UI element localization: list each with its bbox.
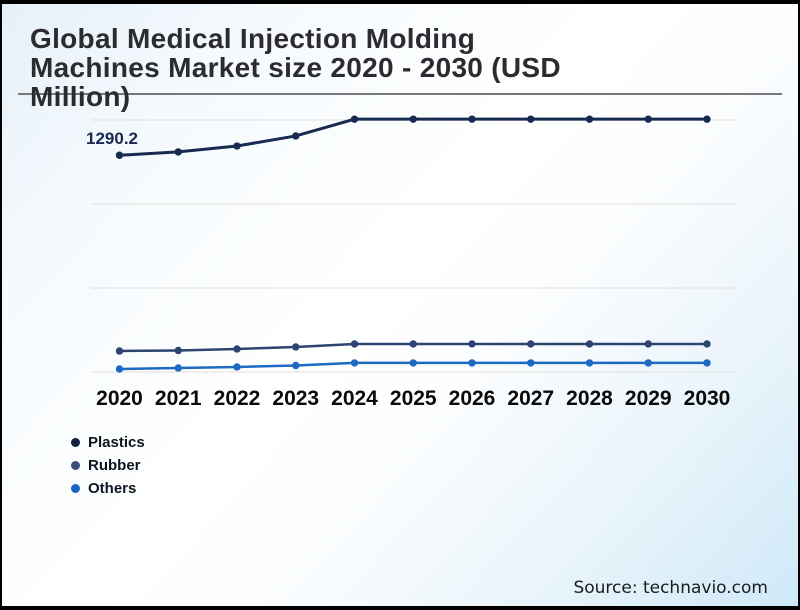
data-point-plastics-2025 xyxy=(409,115,417,123)
chart-legend: Plastics Rubber Others xyxy=(71,434,145,497)
x-axis-label-2027: 2027 xyxy=(507,387,554,410)
plastics-dot-icon xyxy=(71,438,80,447)
data-point-plastics-2026 xyxy=(468,115,476,123)
data-point-rubber-2028 xyxy=(585,340,594,348)
data-point-rubber-2030 xyxy=(703,340,711,348)
data-point-others-2026 xyxy=(468,359,476,367)
others-dot-icon xyxy=(71,484,80,493)
x-axis-label-2029: 2029 xyxy=(625,387,672,410)
data-point-plastics-2029 xyxy=(644,115,652,123)
data-point-rubber-2026 xyxy=(468,340,476,348)
legend-label-others: Others xyxy=(88,480,137,497)
data-point-plastics-2027 xyxy=(527,115,535,123)
data-point-others-2021 xyxy=(174,364,182,372)
rubber-dot-icon xyxy=(71,461,80,470)
data-point-others-2027 xyxy=(527,359,535,367)
x-axis-label-2024: 2024 xyxy=(331,387,378,410)
data-point-plastics-2020 xyxy=(115,151,124,159)
chart-title: Global Medical Injection Molding Machine… xyxy=(30,24,730,111)
data-point-rubber-2020 xyxy=(115,347,124,355)
legend-label-plastics: Plastics xyxy=(88,434,145,451)
data-point-plastics-2021 xyxy=(174,148,182,156)
data-label-plastics-2020: 1290.2 xyxy=(86,129,138,148)
chart-title-line-3: Million) xyxy=(30,81,131,112)
data-point-rubber-2023 xyxy=(292,343,300,351)
data-point-rubber-2025 xyxy=(409,340,417,348)
legend-item-others: Others xyxy=(71,480,145,497)
data-point-rubber-2029 xyxy=(644,340,652,348)
x-axis-label-2021: 2021 xyxy=(155,387,202,410)
data-point-rubber-2027 xyxy=(527,340,535,348)
chart-title-line-1: Global Medical Injection Molding xyxy=(30,23,476,54)
legend-label-rubber: Rubber xyxy=(88,457,141,474)
x-axis-label-2025: 2025 xyxy=(390,387,437,410)
data-point-others-2030 xyxy=(703,359,711,367)
data-point-plastics-2022 xyxy=(233,142,241,150)
data-point-others-2028 xyxy=(585,359,594,367)
x-axis-label-2020: 2020 xyxy=(96,387,143,410)
data-point-others-2020 xyxy=(115,365,124,373)
data-point-plastics-2030 xyxy=(703,115,711,123)
title-divider xyxy=(18,93,782,95)
data-point-others-2024 xyxy=(350,359,359,367)
chart-title-line-2: Machines Market size 2020 - 2030 (USD xyxy=(30,52,561,83)
x-axis-label-2026: 2026 xyxy=(449,387,496,410)
data-point-plastics-2023 xyxy=(292,132,300,140)
data-point-others-2025 xyxy=(409,359,417,367)
legend-item-plastics: Plastics xyxy=(71,434,145,451)
data-point-rubber-2024 xyxy=(350,340,359,348)
x-axis-label-2023: 2023 xyxy=(272,387,319,410)
data-point-plastics-2028 xyxy=(585,115,594,123)
data-point-others-2022 xyxy=(233,363,241,371)
data-point-others-2029 xyxy=(644,359,652,367)
x-axis-label-2022: 2022 xyxy=(214,387,261,410)
series-line-plastics xyxy=(119,117,707,157)
x-axis-label-2030: 2030 xyxy=(684,387,731,410)
data-point-others-2023 xyxy=(292,361,300,370)
data-point-rubber-2022 xyxy=(233,345,241,353)
legend-item-rubber: Rubber xyxy=(71,457,145,474)
data-point-plastics-2024 xyxy=(350,115,359,123)
data-point-rubber-2021 xyxy=(174,346,182,355)
x-axis-label-2028: 2028 xyxy=(566,387,613,410)
source-text: Source: technavio.com xyxy=(573,578,768,598)
